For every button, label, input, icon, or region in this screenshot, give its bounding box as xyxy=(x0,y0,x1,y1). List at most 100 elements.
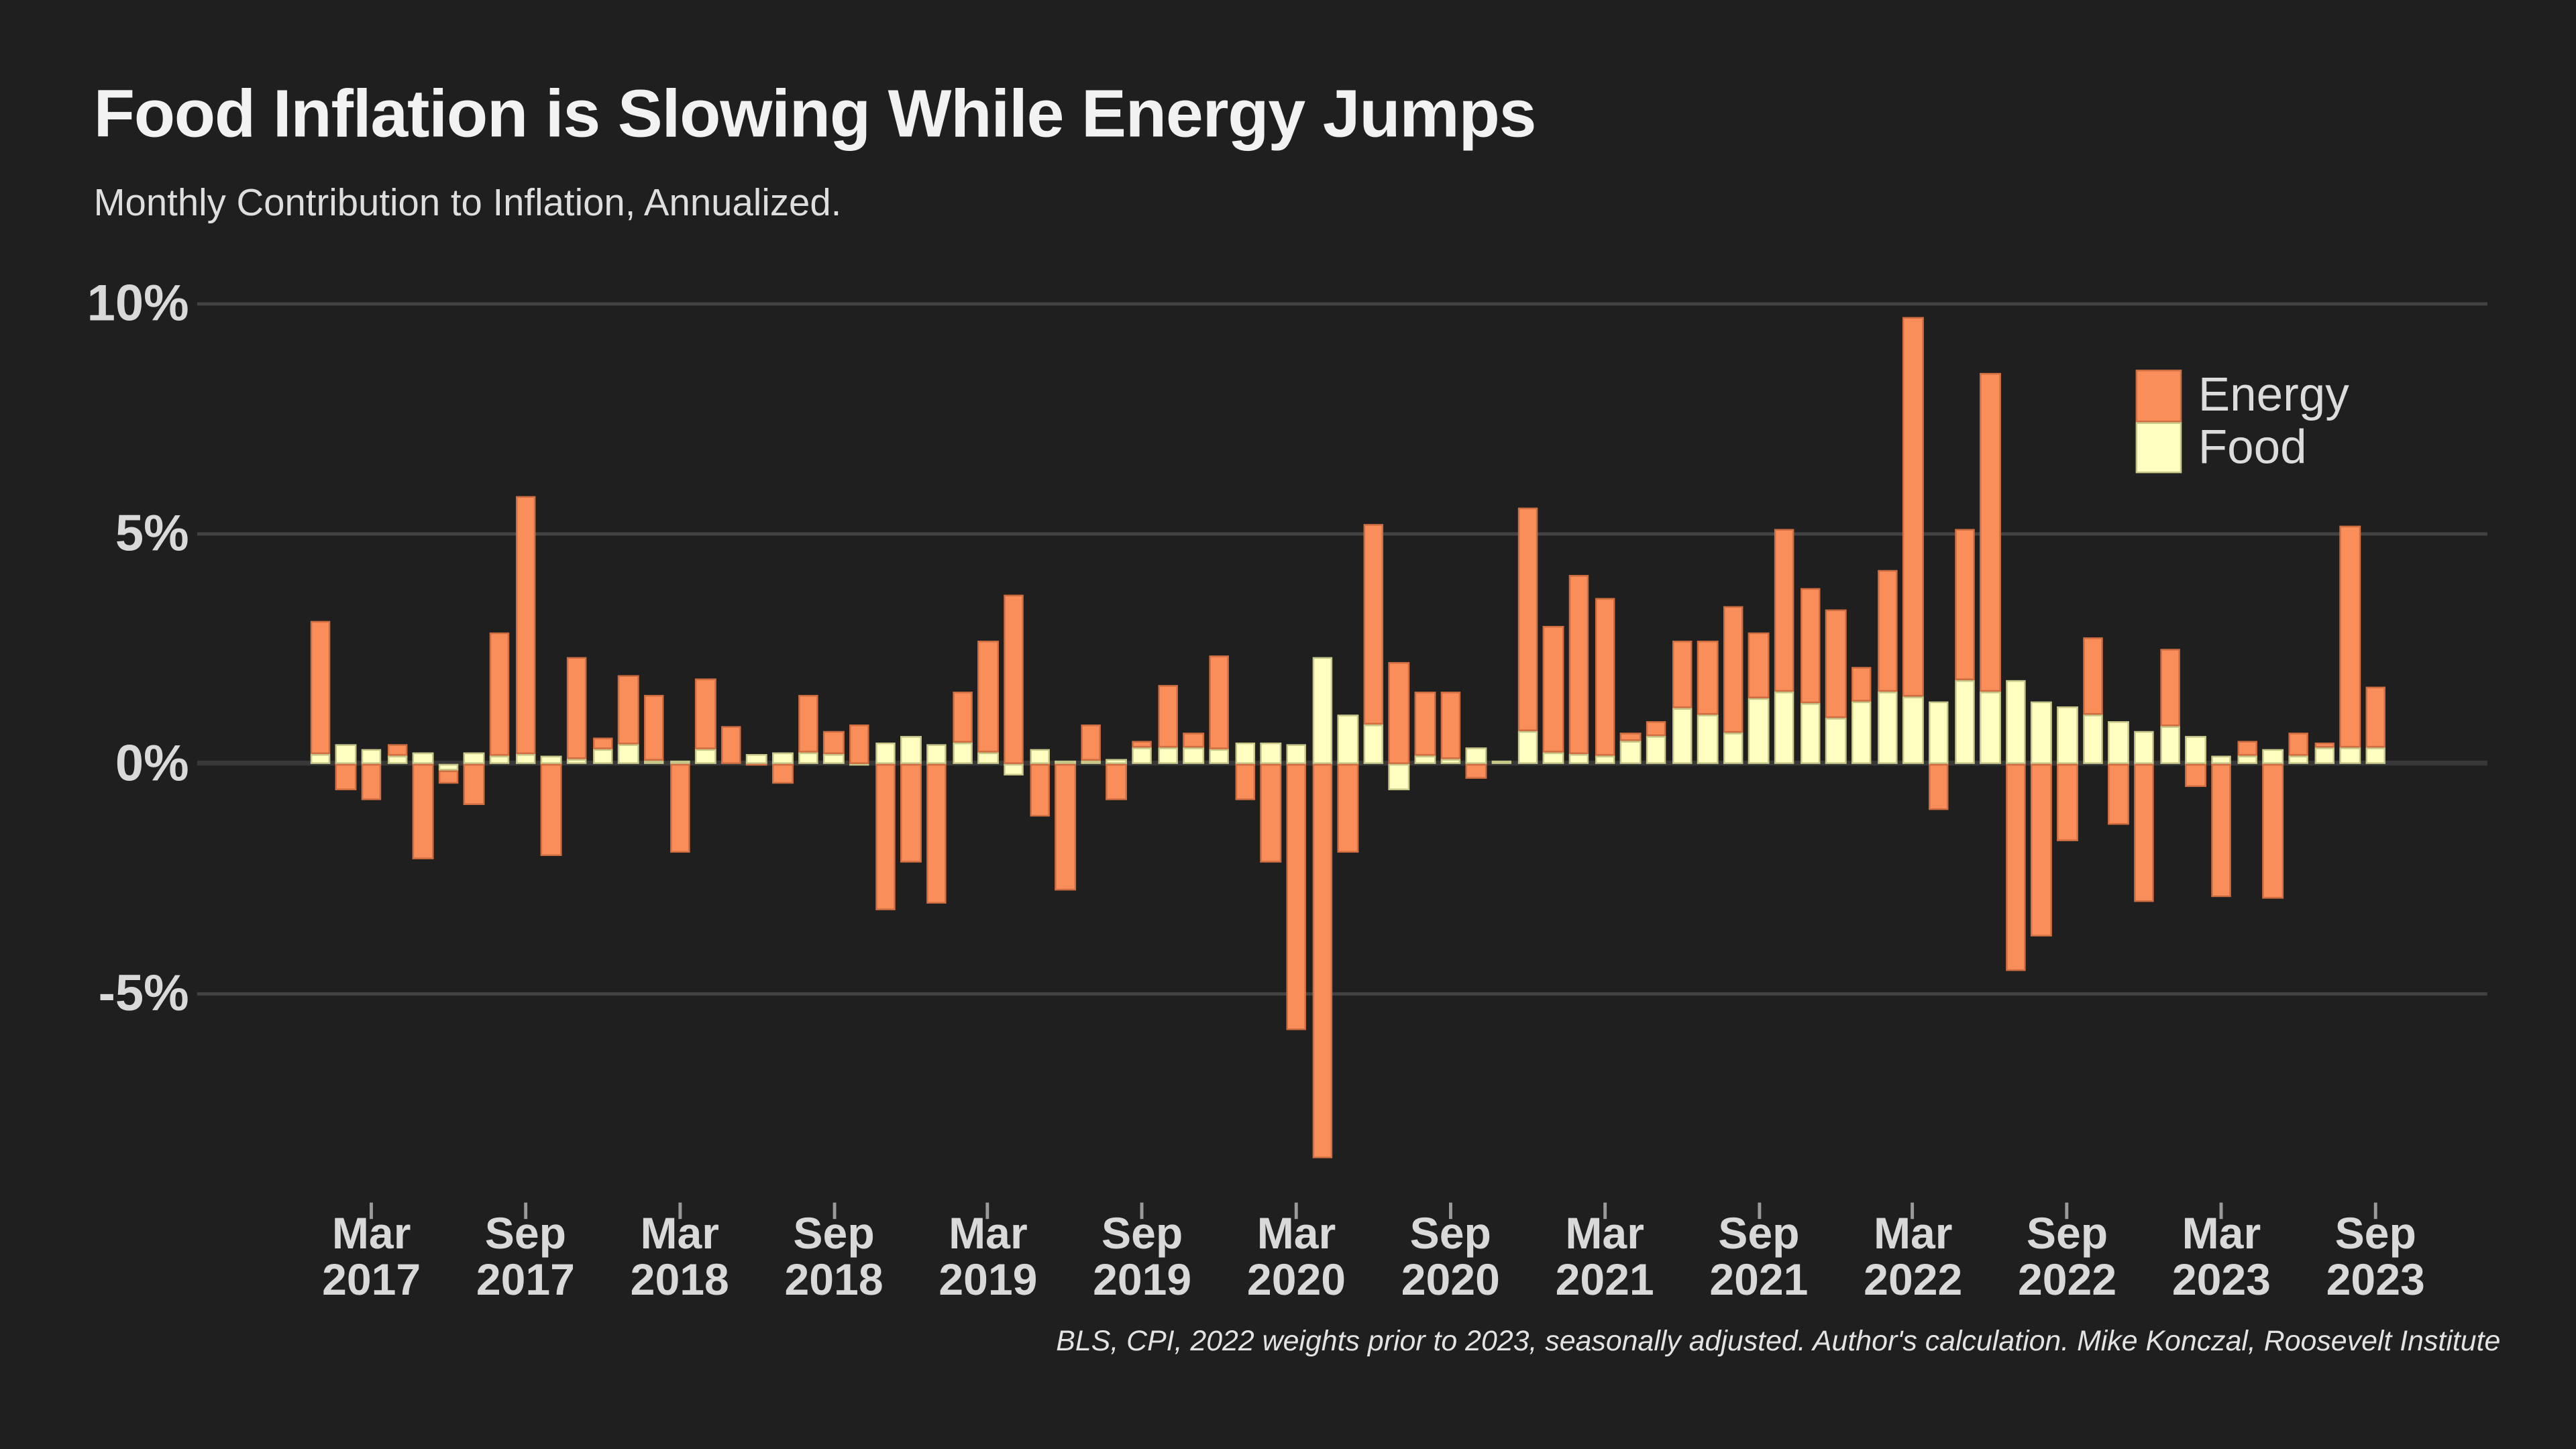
bar-energy-Nov-2018 xyxy=(875,763,896,911)
bar-energy-Jul-2021 xyxy=(1697,641,1718,715)
bar-food-Mar-2022 xyxy=(1902,696,1923,763)
bar-energy-Aug-2023 xyxy=(2339,526,2361,747)
bar-food-Aug-2019 xyxy=(1106,758,1127,763)
bar-food-Apr-2023 xyxy=(2237,756,2257,763)
x-label-year: 2018 xyxy=(630,1255,729,1305)
x-label-month: Sep xyxy=(1102,1209,1183,1258)
bar-energy-Jul-2020 xyxy=(1389,661,1409,763)
legend-food-label: Food xyxy=(2198,421,2307,474)
bar-food-Oct-2018 xyxy=(849,763,870,766)
bar-energy-Feb-2017 xyxy=(335,763,356,791)
bar-food-Jul-2018 xyxy=(772,751,793,763)
bar-food-Dec-2017 xyxy=(592,749,613,763)
bar-energy-Feb-2020 xyxy=(1260,763,1281,863)
bar-food-Jan-2023 xyxy=(2159,726,2180,763)
x-axis-label-sep-2017: Sep 2017 xyxy=(427,1211,625,1303)
bar-food-Aug-2018 xyxy=(798,751,818,763)
bar-energy-Apr-2020 xyxy=(1311,763,1332,1159)
bar-energy-Feb-2022 xyxy=(1877,570,1898,692)
legend-energy-swatch xyxy=(2135,370,2182,422)
bar-food-Mar-2023 xyxy=(2211,756,2232,763)
bar-energy-Apr-2022 xyxy=(1928,763,1949,810)
x-axis-label-sep-2018: Sep 2018 xyxy=(735,1211,932,1303)
bar-food-Mar-2019 xyxy=(977,751,999,763)
bar-energy-Dec-2022 xyxy=(2134,763,2155,902)
bar-food-Nov-2019 xyxy=(1183,747,1204,763)
y-axis-label-10%: 10% xyxy=(87,273,189,331)
bar-energy-May-2018 xyxy=(720,726,742,763)
y-axis-label--5%: -5% xyxy=(98,963,189,1022)
bar-energy-Jul-2019 xyxy=(1080,724,1102,761)
bar-energy-Sep-2018 xyxy=(823,731,845,755)
bar-energy-Oct-2018 xyxy=(849,724,870,763)
bar-energy-Mar-2021 xyxy=(1594,597,1615,757)
bar-energy-Apr-2021 xyxy=(1620,733,1641,741)
bar-food-Jan-2017 xyxy=(309,754,331,763)
x-label-year: 2019 xyxy=(938,1255,1038,1305)
x-axis-label-mar-2023: Mar 2023 xyxy=(2123,1211,2320,1303)
bar-energy-Sep-2023 xyxy=(2365,687,2386,747)
bar-food-Apr-2021 xyxy=(1620,740,1641,763)
bar-energy-Apr-2017 xyxy=(386,745,408,757)
x-axis-label-sep-2019: Sep 2019 xyxy=(1044,1211,1241,1303)
bar-energy-Aug-2021 xyxy=(1723,606,1743,734)
bar-food-Jun-2021 xyxy=(1671,708,1693,763)
bar-food-Feb-2020 xyxy=(1260,742,1281,763)
bar-food-Oct-2020 xyxy=(1466,747,1487,763)
bar-energy-Sep-2019 xyxy=(1132,740,1152,747)
bar-food-Jul-2023 xyxy=(2314,747,2334,763)
bar-food-Nov-2017 xyxy=(566,758,588,763)
bar-energy-Aug-2017 xyxy=(489,632,511,757)
x-tick-sep-2022 xyxy=(2065,1202,2070,1220)
bar-food-Apr-2020 xyxy=(1311,657,1332,763)
chart-subtitle: Monthly Contribution to Inflation, Annua… xyxy=(93,180,842,224)
bar-food-Sep-2021 xyxy=(1748,698,1770,763)
bar-energy-Aug-2018 xyxy=(798,694,818,752)
x-label-year: 2017 xyxy=(322,1255,421,1305)
bar-energy-Sep-2020 xyxy=(1440,692,1461,759)
bar-food-Apr-2019 xyxy=(1004,763,1024,775)
bar-food-Aug-2022 xyxy=(2031,701,2052,763)
bar-food-Apr-2017 xyxy=(386,756,408,763)
x-label-month: Mar xyxy=(1873,1209,1953,1258)
bar-energy-Apr-2023 xyxy=(2237,740,2257,757)
bar-energy-Aug-2019 xyxy=(1106,763,1127,800)
bar-food-Sep-2020 xyxy=(1440,758,1461,763)
x-tick-sep-2021 xyxy=(1757,1202,1761,1220)
bar-food-Jan-2019 xyxy=(926,745,947,763)
bar-energy-Aug-2022 xyxy=(2031,763,2052,936)
bar-food-Oct-2017 xyxy=(541,756,561,763)
bar-energy-Jan-2017 xyxy=(309,621,331,755)
x-tick-sep-2023 xyxy=(2373,1202,2377,1220)
bar-food-May-2022 xyxy=(1954,680,1975,763)
x-label-year: 2020 xyxy=(1401,1255,1500,1305)
bar-food-Feb-2021 xyxy=(1568,754,1590,763)
bar-energy-Dec-2017 xyxy=(592,738,613,750)
x-tick-mar-2022 xyxy=(1911,1202,1915,1220)
bar-energy-Aug-2020 xyxy=(1414,692,1436,757)
bar-food-Aug-2017 xyxy=(489,756,511,763)
bar-food-Jul-2022 xyxy=(2005,680,2027,763)
bar-energy-Feb-2023 xyxy=(2185,763,2206,787)
bar-food-Aug-2020 xyxy=(1414,756,1436,763)
bar-energy-Jun-2022 xyxy=(1980,372,2000,692)
y-axis-label-0%: 0% xyxy=(115,733,189,792)
bar-food-Nov-2021 xyxy=(1800,703,1821,763)
bar-energy-Jul-2017 xyxy=(464,763,485,805)
bar-energy-May-2023 xyxy=(2262,763,2284,900)
bar-food-Sep-2018 xyxy=(823,754,845,763)
bar-food-Nov-2018 xyxy=(875,742,896,763)
x-axis-label-mar-2019: Mar 2019 xyxy=(890,1211,1087,1303)
x-tick-mar-2017 xyxy=(370,1202,374,1220)
bar-food-Jun-2017 xyxy=(438,763,459,771)
bar-energy-Mar-2023 xyxy=(2211,763,2232,897)
x-tick-sep-2020 xyxy=(1448,1202,1452,1220)
bar-food-Jul-2020 xyxy=(1389,763,1409,791)
bar-food-Sep-2023 xyxy=(2365,747,2386,763)
bar-energy-Dec-2018 xyxy=(900,763,922,863)
bar-food-Sep-2017 xyxy=(515,754,536,763)
x-label-month: Sep xyxy=(484,1209,567,1258)
x-axis-label-mar-2017: Mar 2017 xyxy=(273,1211,470,1303)
bar-energy-Feb-2018 xyxy=(643,694,665,761)
bar-food-Feb-2019 xyxy=(952,742,973,763)
